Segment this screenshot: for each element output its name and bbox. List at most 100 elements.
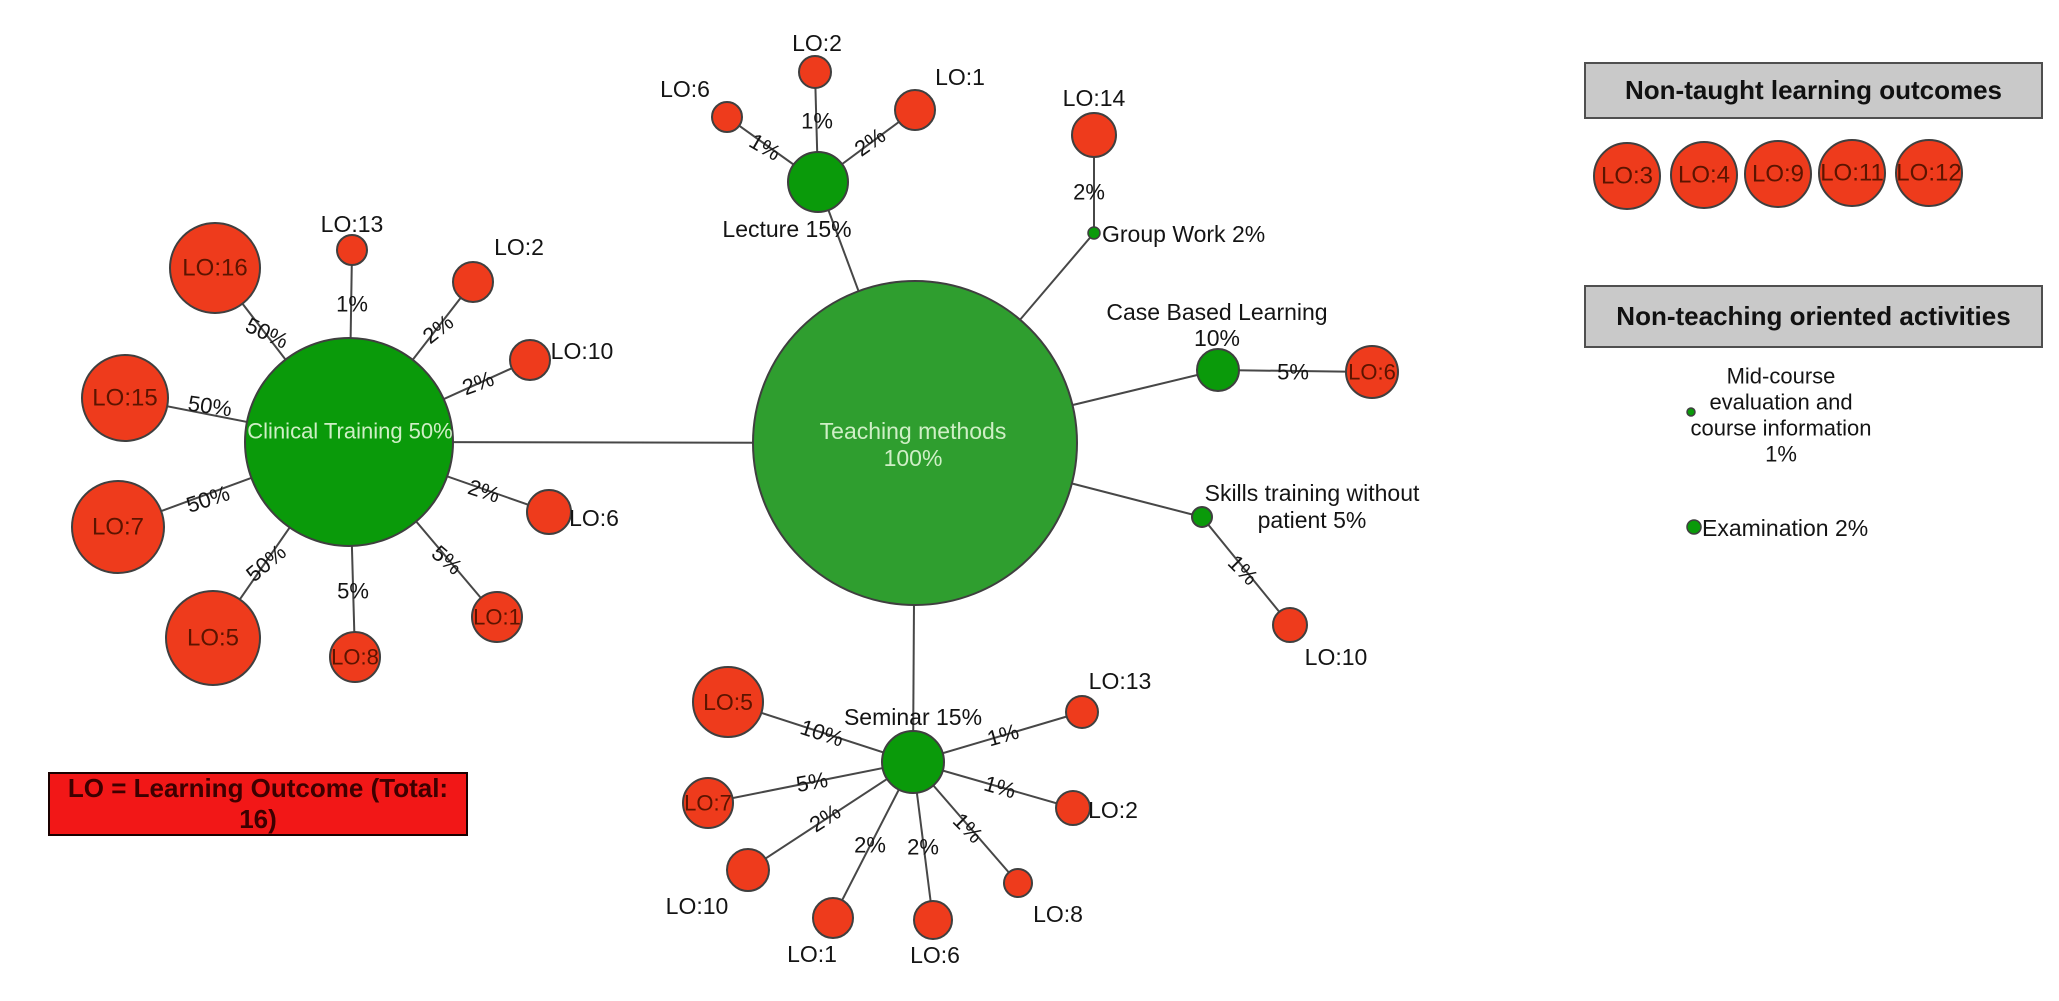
node-c2	[452, 261, 494, 303]
node-label-g12: LO:12	[1896, 160, 1961, 187]
node-label-s5: LO:5	[703, 689, 753, 715]
node-c5	[165, 590, 261, 686]
node-skills	[1191, 506, 1213, 528]
node-c10	[509, 339, 551, 381]
node-label-l2: LO:2	[792, 30, 842, 56]
node-l6	[711, 101, 743, 133]
edge-label-seminar-s1: 2%	[854, 833, 886, 858]
node-l1	[894, 89, 936, 131]
node-label-s2: LO:2	[1088, 797, 1138, 823]
node-c16	[169, 222, 261, 314]
edge-label-seminar-s5: 10%	[797, 714, 847, 751]
abbreviation-note-label: LO = Learning Outcome (Total: 16)	[67, 773, 449, 834]
node-label-c15: LO:15	[92, 385, 157, 412]
node-label-g9: LO:9	[1752, 161, 1804, 188]
node-label-g4: LO:4	[1678, 162, 1730, 189]
edge-label-seminar-s10: 2%	[805, 799, 845, 837]
node-label-lo14: LO:14	[1063, 85, 1126, 111]
node-label-cb6: LO:6	[1348, 360, 1396, 385]
edge-seminar-s7	[707, 761, 914, 804]
node-label-g11: LO:11	[1820, 160, 1884, 187]
node-label-skills-line1: Skills training without	[1205, 480, 1420, 506]
node-label-c16: LO:16	[182, 255, 247, 282]
node-sk10	[1272, 607, 1308, 643]
node-label-exam: Examination 2%	[1702, 515, 1868, 541]
node-label-c8: LO:8	[331, 645, 379, 670]
edge-label-clinical-c8: 5%	[337, 579, 369, 604]
edge-label-seminar-s13: 1%	[984, 719, 1021, 752]
edge-label-seminar-s2: 1%	[981, 771, 1018, 804]
edge-label-lecture-l2: 1%	[801, 109, 833, 134]
node-label-c6: LO:6	[569, 505, 619, 531]
node-label-casebased-line1: Case Based Learning	[1106, 299, 1327, 325]
node-lo14	[1071, 112, 1117, 158]
edge-label-clinical-c6: 2%	[465, 474, 503, 508]
edge-label-clinical-c2: 2%	[418, 309, 458, 348]
legend-header-non-taught: Non-taught learning outcomes	[1584, 62, 2043, 119]
edge-label-clinical-c16: 50%	[242, 312, 292, 353]
node-teaching	[752, 280, 1078, 606]
node-seminar	[881, 730, 945, 794]
edge-label-lecture-l1: 2%	[850, 123, 890, 162]
node-c8	[329, 631, 381, 683]
node-s7	[682, 777, 734, 829]
node-s10	[726, 848, 770, 892]
edge-label-seminar-s6: 2%	[907, 835, 939, 860]
node-label-c1: LO:1	[473, 605, 521, 630]
node-label-c2: LO:2	[494, 234, 544, 260]
node-exam	[1686, 519, 1702, 535]
node-label-sk10: LO:10	[1305, 644, 1368, 670]
node-label-midcourse-line3: course information	[1691, 416, 1872, 441]
node-label-midcourse-line4: 1%	[1765, 442, 1797, 467]
node-s13	[1065, 695, 1099, 729]
node-label-casebased-line2: 10%	[1194, 325, 1240, 351]
node-c1	[471, 591, 523, 643]
edge-label-groupwork-lo14: 2%	[1073, 180, 1105, 205]
edge-seminar-s10	[747, 761, 914, 871]
node-c15	[81, 354, 169, 442]
node-g11	[1818, 139, 1886, 207]
node-g12	[1895, 139, 1963, 207]
node-label-s7: LO:7	[684, 791, 732, 816]
node-label-c7: LO:7	[92, 514, 144, 541]
node-label-l6: LO:6	[660, 76, 710, 102]
node-label-s13: LO:13	[1089, 668, 1152, 694]
legend-header-non-teaching-label: Non-teaching oriented activities	[1616, 301, 2011, 331]
legend-header-non-taught-label: Non-taught learning outcomes	[1625, 75, 2002, 105]
node-lecture	[787, 151, 849, 213]
node-label-c10: LO:10	[551, 338, 614, 364]
node-label-l1: LO:1	[935, 64, 985, 90]
edge-label-clinical-c13: 1%	[336, 292, 368, 317]
abbreviation-note: LO = Learning Outcome (Total: 16)	[48, 772, 468, 836]
node-label-skills-line2: patient 5%	[1258, 507, 1367, 533]
node-label-lecture: Lecture 15%	[722, 216, 851, 242]
node-g4	[1670, 141, 1738, 209]
node-label-s6: LO:6	[910, 942, 960, 968]
node-label-c5: LO:5	[187, 625, 239, 652]
node-label-clinical: Clinical Training 50%	[247, 419, 452, 444]
node-label-s1: LO:1	[787, 941, 837, 967]
node-label-c13: LO:13	[321, 211, 384, 237]
edge-label-clinical-c15: 50%	[186, 391, 233, 422]
node-label-g3: LO:3	[1601, 163, 1653, 190]
edge-skills-sk10	[1201, 516, 1291, 626]
edge-label-seminar-s7: 5%	[794, 767, 830, 797]
node-label-teaching-line2: 100%	[884, 445, 943, 471]
node-cb6	[1345, 345, 1399, 399]
node-g9	[1744, 140, 1812, 208]
node-c7	[71, 480, 165, 574]
node-s5	[692, 666, 764, 738]
node-label-teaching-line1: Teaching methods	[820, 418, 1007, 444]
node-s2	[1055, 790, 1091, 826]
edge-label-clinical-c7: 50%	[183, 480, 233, 517]
node-c6	[526, 489, 572, 535]
node-midcourse	[1686, 407, 1696, 417]
node-s6	[913, 900, 953, 940]
node-label-midcourse-line1: Mid-course	[1727, 364, 1836, 389]
node-g3	[1593, 142, 1661, 210]
node-c13	[336, 234, 368, 266]
node-s8	[1003, 868, 1033, 898]
edge-label-clinical-c5: 50%	[241, 539, 291, 586]
